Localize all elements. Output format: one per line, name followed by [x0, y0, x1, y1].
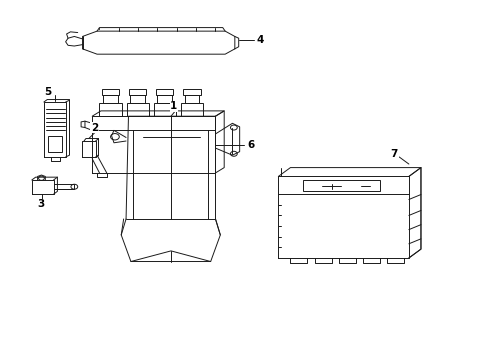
Bar [103, 95, 118, 103]
Bar [184, 95, 199, 103]
Text: 6: 6 [246, 140, 254, 149]
Text: 4: 4 [256, 35, 264, 45]
Bar [130, 95, 144, 103]
Text: 5: 5 [44, 87, 52, 97]
Bar [99, 103, 122, 116]
Text: 7: 7 [390, 149, 397, 159]
Text: 2: 2 [91, 122, 98, 132]
Bar [102, 89, 119, 95]
Text: 1: 1 [170, 101, 177, 111]
Bar [180, 103, 203, 116]
Bar [153, 103, 176, 116]
Bar [302, 180, 379, 191]
Bar [183, 89, 200, 95]
Bar [157, 95, 172, 103]
Text: 3: 3 [37, 199, 44, 209]
Bar [48, 136, 62, 152]
Bar [156, 89, 173, 95]
Bar [129, 89, 146, 95]
Bar [126, 103, 148, 116]
